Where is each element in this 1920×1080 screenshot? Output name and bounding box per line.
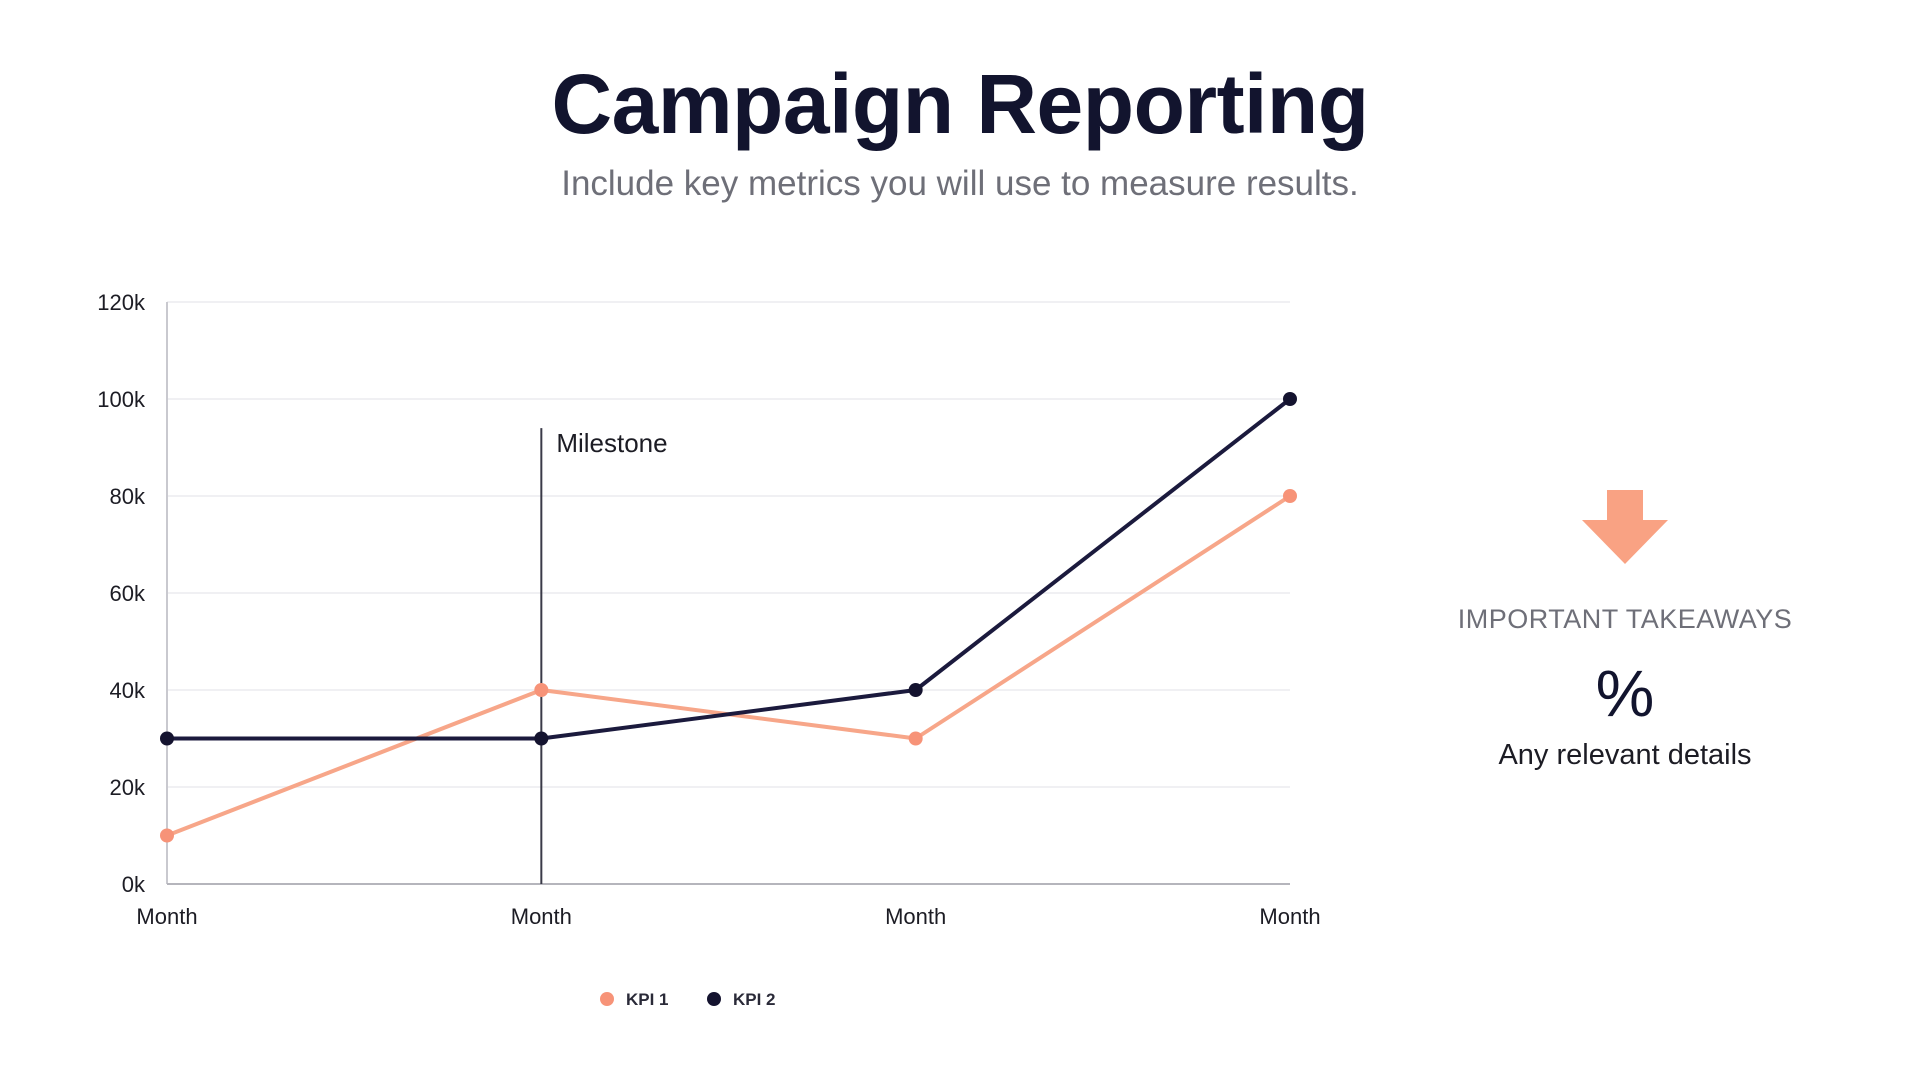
y-tick-label: 60k (110, 581, 146, 606)
chart-gridlines (167, 301, 1290, 788)
y-tick-label: 120k (97, 290, 146, 315)
takeaways-panel: IMPORTANT TAKEAWAYS % Any relevant detai… (1420, 490, 1830, 772)
takeaways-value: % (1595, 656, 1655, 730)
page-title: Campaign Reporting (551, 57, 1369, 151)
data-point-kpi-2 (1283, 392, 1297, 406)
y-tick-label: 80k (110, 484, 146, 509)
y-tick-label: 20k (110, 775, 146, 800)
takeaways-details: Any relevant details (1498, 739, 1752, 771)
legend-label-kpi-2: KPI 2 (733, 990, 776, 1009)
chart-annotations: Milestone (540, 428, 668, 884)
x-axis-tick-labels: Month Month Month Month (136, 904, 1320, 929)
y-tick-label: 0k (122, 872, 146, 897)
data-point-kpi-1 (1283, 489, 1297, 503)
chart-points (160, 392, 1297, 843)
arrow-down-icon (1582, 490, 1668, 564)
x-tick-label: Month (885, 904, 946, 929)
chart-series-lines (166, 397, 1292, 838)
legend-label-kpi-1: KPI 1 (626, 990, 669, 1009)
x-tick-label: Month (511, 904, 572, 929)
legend-marker-kpi-1 (600, 992, 614, 1006)
data-point-kpi-2 (534, 731, 549, 746)
takeaways-heading: IMPORTANT TAKEAWAYS (1457, 604, 1793, 634)
milestone-label: Milestone (556, 428, 667, 458)
chart-legend: KPI 1 KPI 2 (600, 990, 776, 1009)
page-subtitle: Include key metrics you will use to meas… (561, 164, 1359, 203)
data-point-kpi-1 (908, 731, 923, 746)
series-line-kpi-1 (166, 494, 1292, 838)
x-tick-label: Month (136, 904, 197, 929)
series-line-kpi-2 (167, 397, 1292, 741)
y-tick-label: 40k (110, 678, 146, 703)
data-point-kpi-1 (160, 828, 174, 843)
y-axis-tick-labels: 0k 20k 40k 60k 80k 100k 120k (97, 290, 146, 897)
data-point-kpi-2 (908, 683, 923, 697)
x-tick-label: Month (1259, 904, 1320, 929)
y-tick-label: 100k (97, 387, 146, 412)
data-point-kpi-1 (534, 683, 549, 697)
chart-axes (166, 302, 1290, 885)
legend-marker-kpi-2 (707, 992, 721, 1006)
data-point-kpi-2 (160, 731, 174, 746)
